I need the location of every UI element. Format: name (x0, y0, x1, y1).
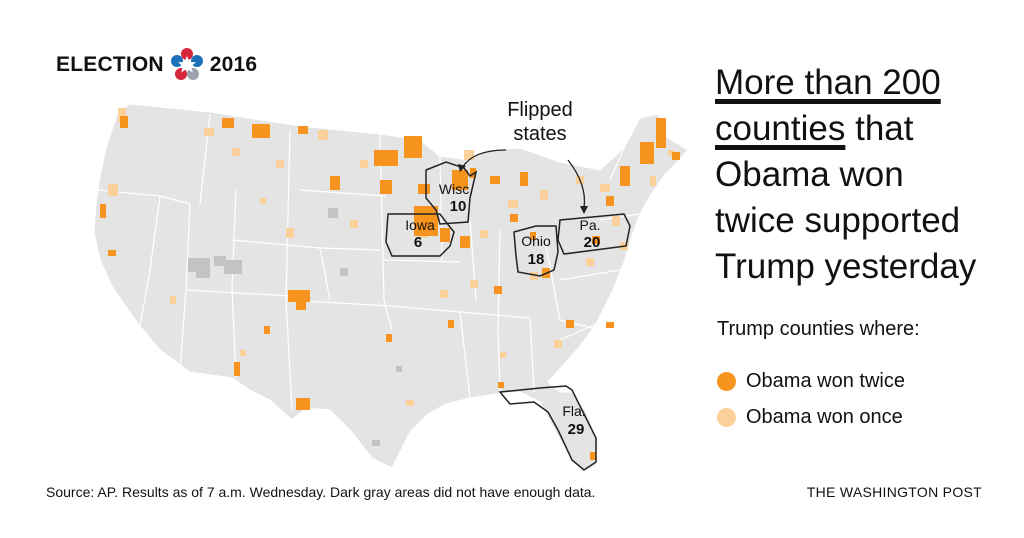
us-county-map: Flipped states Wisc. 10 Iowa 6 Ohio 18 P… (93, 99, 689, 473)
arrow-head-pa (580, 206, 588, 214)
label-florida-votes: 29 (568, 421, 585, 438)
publisher-credit: THE WASHINGTON POST (806, 484, 982, 500)
election-year: 2016 (209, 53, 258, 76)
outline-pennsylvania (557, 213, 631, 255)
arrow-head-wisc (458, 164, 466, 172)
legend-title: Trump counties where: (717, 318, 920, 340)
map-svg: Flipped states Wisc. 10 Iowa 6 Ohio 18 P… (93, 99, 689, 473)
counties-obama-won-once (108, 108, 674, 406)
outline-florida (498, 385, 597, 471)
label-pennsylvania-votes: 20 (584, 234, 601, 251)
legend-item-won-once: Obama won once (717, 406, 903, 429)
label-pennsylvania-name: Pa. (579, 217, 600, 233)
legend-label-won-twice: Obama won twice (746, 370, 905, 392)
label-florida-name: Fla. (562, 403, 585, 419)
annotation-line-1: Flipped (507, 99, 573, 121)
headline-line-5: Trump yesterday (715, 247, 977, 286)
headline: More than 200 counties that Obama won tw… (715, 60, 1015, 290)
legend-item-won-twice: Obama won twice (717, 370, 905, 393)
label-ohio-votes: 18 (528, 251, 545, 268)
label-iowa-votes: 6 (414, 234, 422, 251)
headline-line-1: More than 200 (715, 63, 941, 102)
election-brand: ELECTION 2016 (56, 48, 257, 82)
counties-obama-won-twice (100, 116, 680, 460)
no-data-areas (188, 208, 402, 446)
source-note: Source: AP. Results as of 7 a.m. Wednesd… (46, 484, 596, 500)
swatch-won-twice-icon (717, 372, 736, 391)
headline-line-2-underlined: counties (715, 109, 846, 148)
legend-label-won-once: Obama won once (746, 406, 903, 428)
label-iowa-name: Iowa (405, 217, 435, 233)
label-wisconsin-votes: 10 (450, 198, 467, 215)
election-label: ELECTION (56, 53, 164, 76)
outline-iowa (385, 213, 455, 257)
flipped-state-outlines (385, 161, 631, 471)
headline-line-2-rest: that (845, 109, 914, 148)
outline-wisconsin (425, 161, 478, 225)
headline-line-4: twice supported (715, 201, 961, 240)
swatch-won-once-icon (717, 408, 736, 427)
star-logo-icon (170, 48, 203, 80)
label-wisconsin-name: Wisc. (439, 181, 473, 197)
us-land (93, 103, 689, 473)
label-ohio-name: Ohio (521, 233, 551, 249)
headline-line-3: Obama won (715, 155, 904, 194)
outline-ohio (513, 225, 559, 277)
annotation-line-2: states (513, 123, 566, 145)
